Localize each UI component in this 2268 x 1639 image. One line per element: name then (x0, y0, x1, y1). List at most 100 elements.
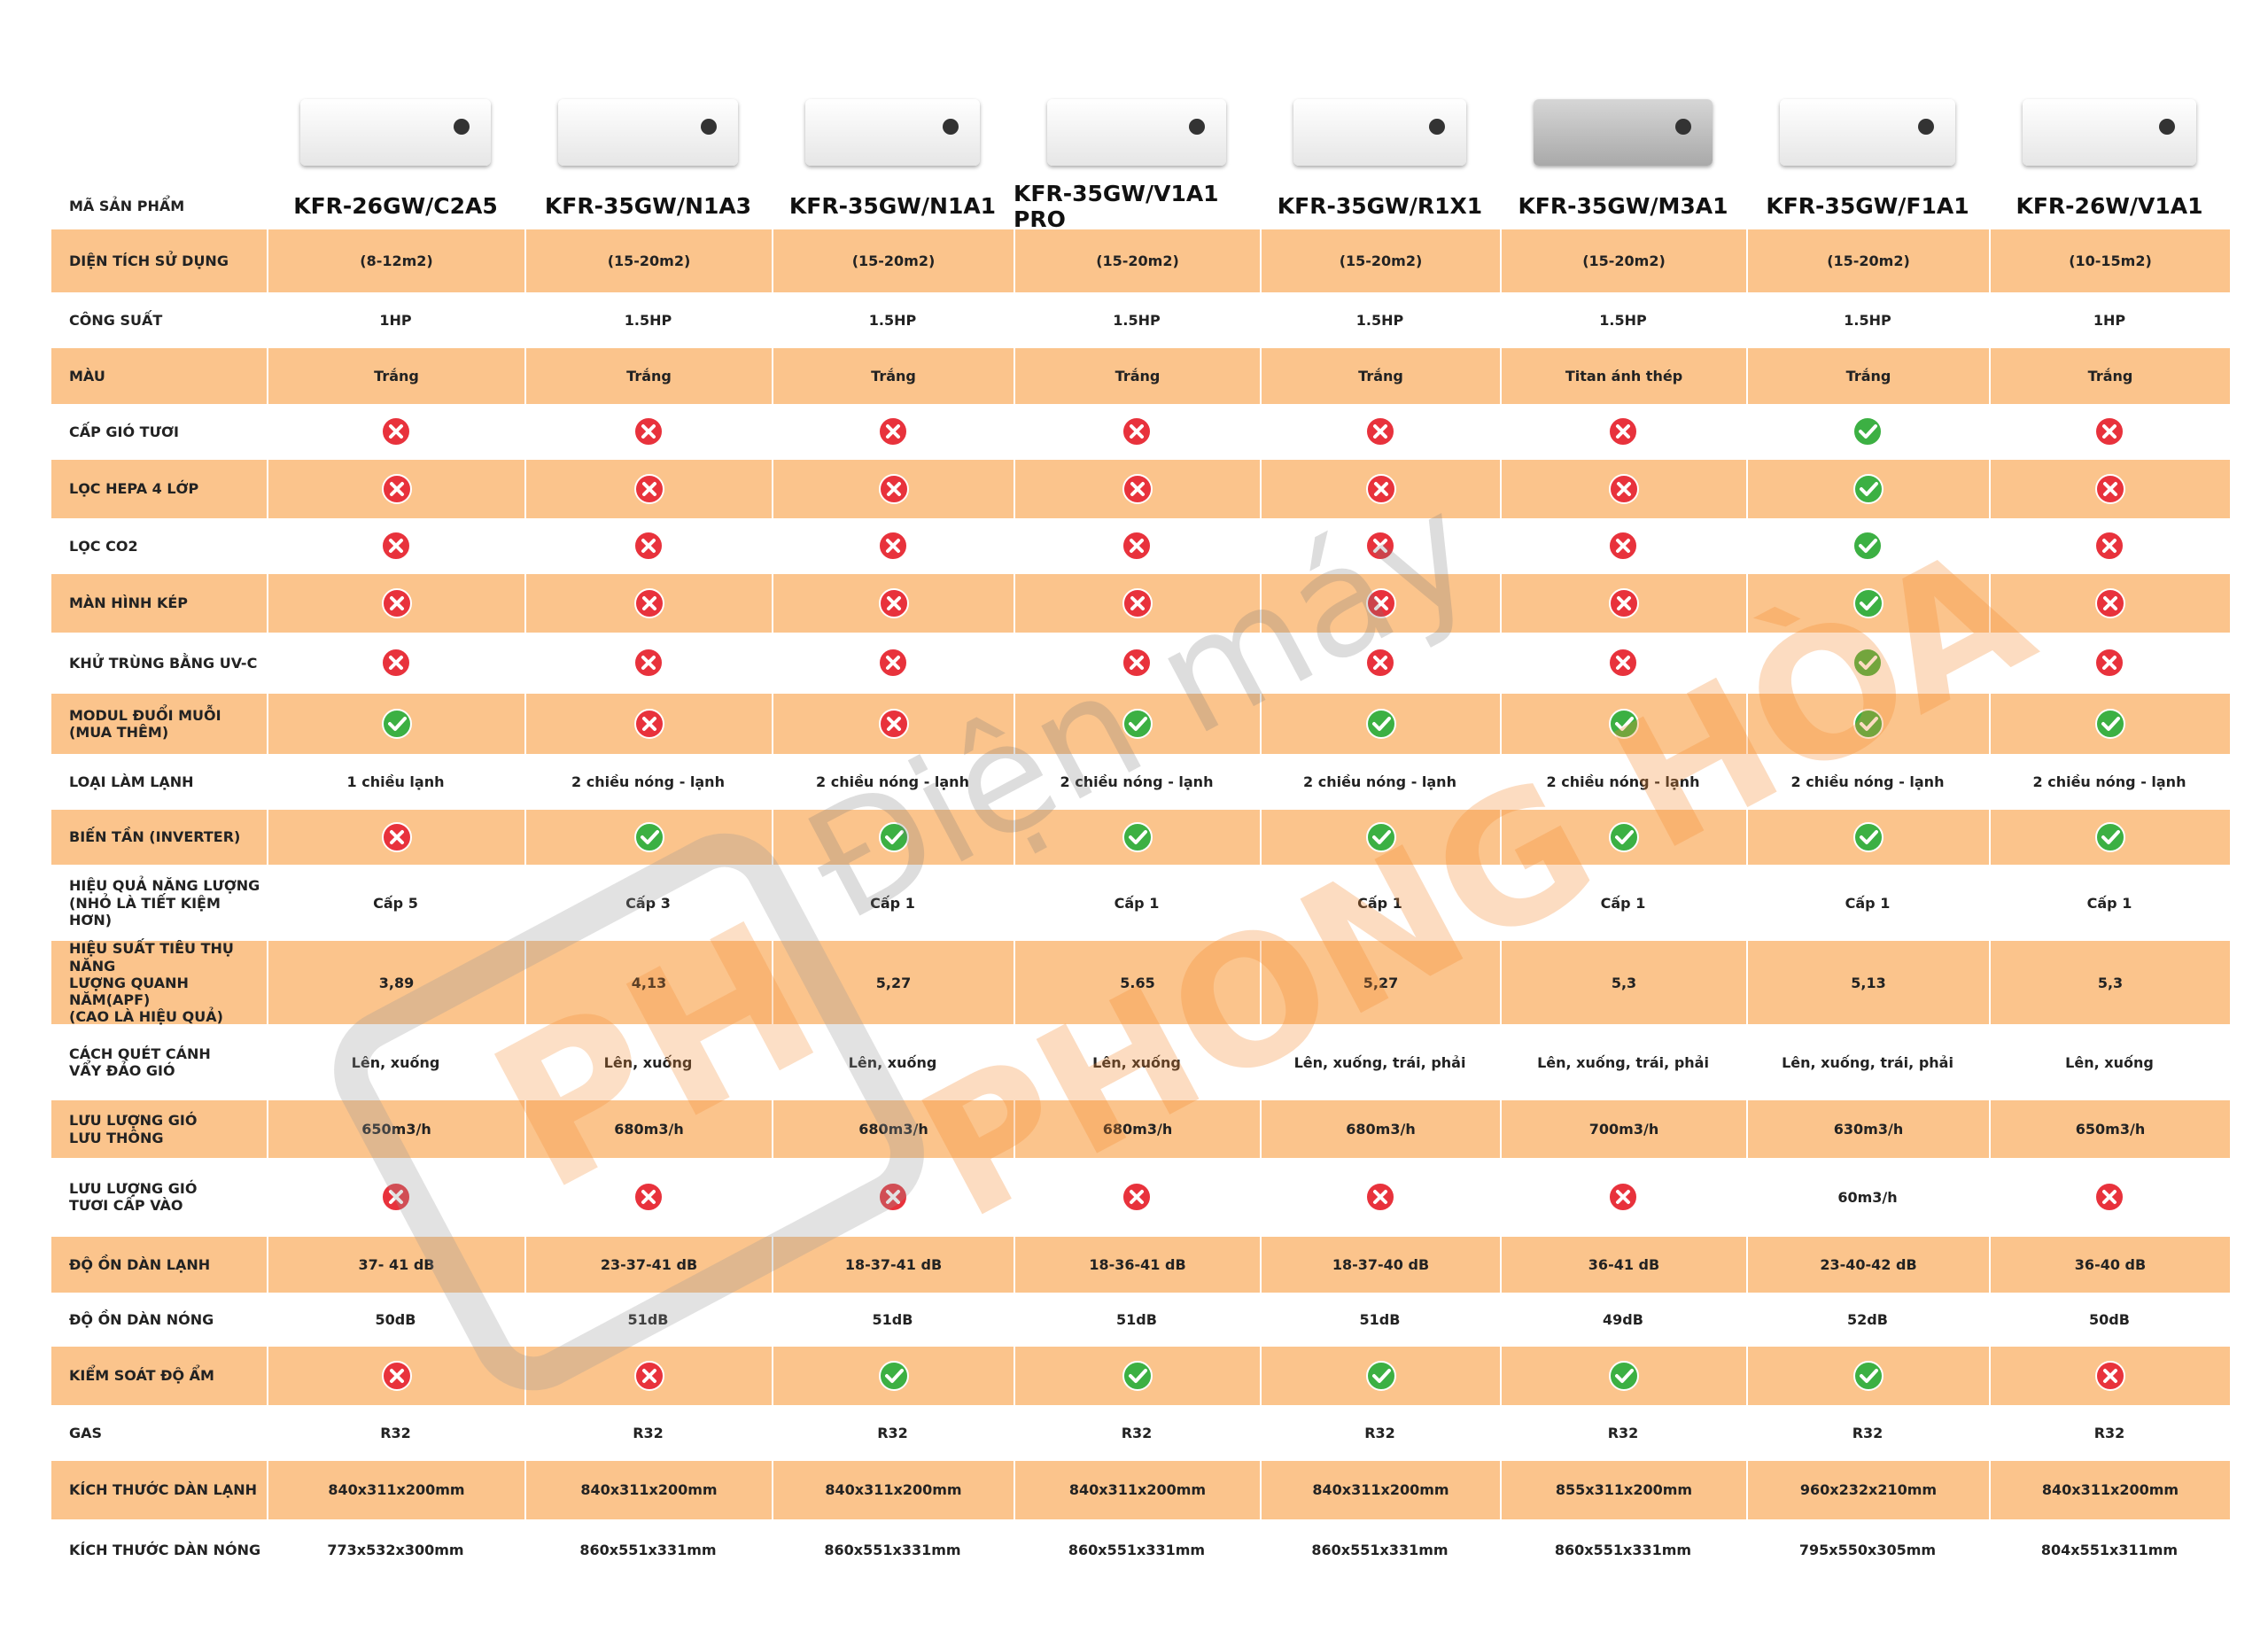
cell: 773x532x300mm (327, 1541, 464, 1558)
icon-cell (524, 518, 772, 574)
icon-cell (267, 404, 524, 460)
cell: 60m3/h (1837, 1188, 1898, 1206)
row-label: ĐỘ ỒN DÀN LẠNH (51, 1236, 267, 1293)
cross-icon (1365, 473, 1396, 504)
cell: (15-20m2) (524, 229, 772, 293)
cell: R32 (1121, 1424, 1153, 1441)
cross-icon (1122, 473, 1153, 504)
cross-icon (380, 648, 411, 679)
check-icon (1853, 708, 1884, 739)
icon-cell (772, 573, 1014, 633)
icon-cell (1014, 459, 1260, 518)
cell: Lên, xuống, trái, phải (1537, 1053, 1709, 1071)
model-name: KFR-35GW/R1X1 (1277, 193, 1483, 219)
icon-cell (1014, 1346, 1260, 1405)
icon-cell (1989, 573, 2230, 633)
model-name: KFR-26GW/C2A5 (293, 193, 498, 219)
cell: Lên, xuống (848, 1053, 937, 1071)
icon-cell (772, 1158, 1014, 1237)
icon-cell (1746, 518, 1989, 574)
check-icon (1365, 708, 1396, 739)
cross-icon (878, 473, 909, 504)
cell: Lên, xuống (351, 1053, 440, 1071)
icon-cell (1260, 633, 1500, 694)
cell: 2 chiều nóng - lạnh (1546, 773, 1700, 790)
display (454, 119, 470, 135)
cell: 2 chiều nóng - lạnh (816, 773, 969, 790)
cell: Trắng (1260, 348, 1500, 404)
check-icon (1853, 587, 1884, 618)
icon-cell (1014, 404, 1260, 460)
cell: Cấp 1 (1114, 894, 1160, 912)
check-icon (1852, 648, 1883, 679)
product-image (2023, 99, 2196, 166)
cross-icon (1122, 648, 1152, 679)
icon-cell (1500, 1158, 1746, 1237)
cell: 3,89 (267, 941, 524, 1025)
cell: R32 (1364, 1424, 1395, 1441)
icon-cell (267, 633, 524, 694)
icon-cell (1746, 404, 1989, 460)
cross-icon (1609, 473, 1639, 504)
icon-cell (1989, 1158, 2230, 1237)
cross-icon (1609, 587, 1639, 618)
icon-cell (1260, 1346, 1500, 1405)
cross-icon (877, 1182, 908, 1213)
icon-cell (1746, 573, 1989, 633)
cell: Trắng (1746, 348, 1989, 404)
cell: Lên, xuống, trái, phải (1782, 1053, 1953, 1071)
icon-cell (772, 694, 1014, 754)
cell: 1.5HP (1113, 312, 1161, 330)
cell: 50dB (375, 1310, 416, 1328)
product-image (1534, 99, 1713, 166)
cell: 5,27 (1260, 941, 1500, 1025)
cross-icon (633, 587, 664, 618)
cross-icon (1122, 1182, 1152, 1213)
icon-cell (1746, 1346, 1989, 1405)
cross-icon (381, 473, 412, 504)
cell: 1.5HP (1355, 312, 1404, 330)
row-label: LƯU LƯỢNG GIÓ LƯU THÔNG (51, 1100, 267, 1158)
icon-cell (1500, 459, 1746, 518)
cross-icon (878, 708, 909, 739)
row-label: KÍCH THƯỚC DÀN LẠNH (51, 1460, 267, 1519)
cell: 804x551x311mm (2040, 1541, 2179, 1558)
cell: 1.5HP (868, 312, 917, 330)
cell: 680m3/h (1014, 1100, 1260, 1158)
header-label: MÃ SẢN PHẨM (69, 197, 185, 214)
cross-icon (877, 531, 908, 562)
cross-icon (2094, 1182, 2124, 1213)
check-icon (1852, 416, 1883, 447)
icon-cell (524, 694, 772, 754)
icon-cell (1500, 518, 1746, 574)
check-icon (1609, 708, 1639, 739)
cross-icon (2094, 416, 2124, 447)
cell: 860x551x331mm (579, 1541, 717, 1558)
cell: Cấp 1 (1600, 894, 1646, 912)
cell: 52dB (1847, 1310, 1888, 1328)
cell: (15-20m2) (1260, 229, 1500, 293)
cell: 2 chiều nóng - lạnh (1303, 773, 1456, 790)
cross-icon (380, 531, 411, 562)
icon-cell (772, 1346, 1014, 1405)
display (1429, 119, 1445, 135)
row-label: MÀU (51, 348, 267, 404)
check-icon (1609, 1360, 1639, 1391)
row-label: CÔNG SUẤT (69, 312, 163, 330)
cell: 860x551x331mm (1554, 1541, 1692, 1558)
cell: 860x551x331mm (1068, 1541, 1206, 1558)
cell: Cấp 3 (625, 894, 671, 912)
icon-cell (1260, 459, 1500, 518)
icon-cell (772, 809, 1014, 866)
display (1189, 119, 1205, 135)
cell: Trắng (524, 348, 772, 404)
check-icon (381, 708, 412, 739)
icon-cell (1989, 518, 2230, 574)
cell: 50dB (2089, 1310, 2130, 1328)
cross-icon (1364, 416, 1395, 447)
model-name: KFR-26W/V1A1 (2016, 193, 2203, 219)
check-icon (1609, 821, 1639, 852)
icon-cell (1260, 694, 1500, 754)
cell: 5,13 (1746, 941, 1989, 1025)
cross-icon (1608, 1182, 1638, 1213)
